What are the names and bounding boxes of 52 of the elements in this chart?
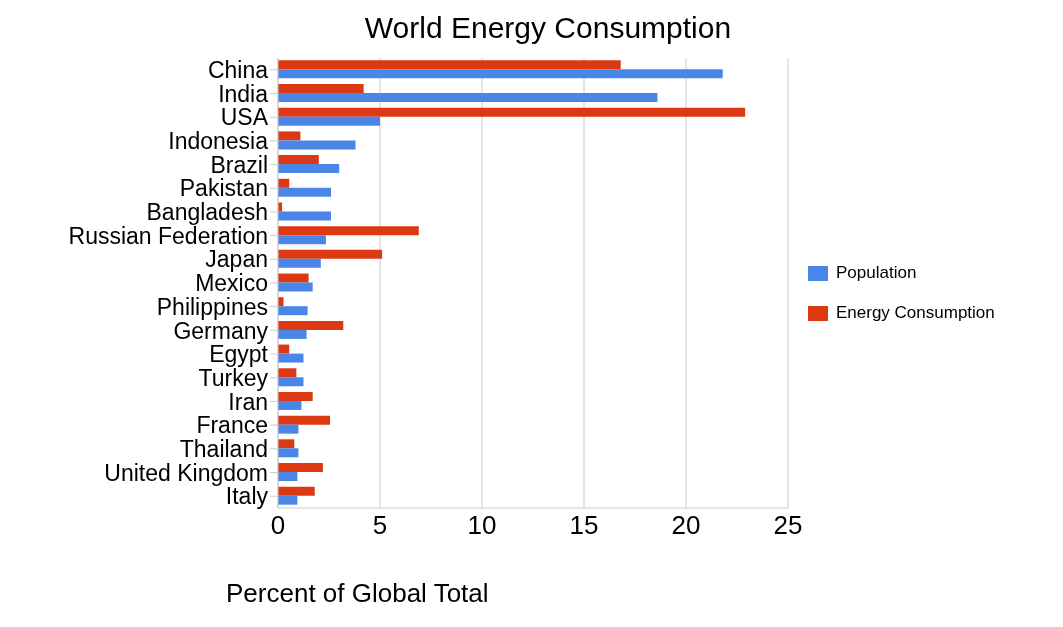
y-tick-label: Italy [225,483,269,510]
bar [278,211,332,221]
y-tick-label: Pakistan [179,175,268,202]
bar [278,84,364,94]
x-tick-label: 15 [569,510,599,541]
bar [278,249,383,259]
x-tick-label: 25 [773,510,803,541]
x-tick-label: 20 [671,510,701,541]
bar [278,131,301,141]
y-tick-label: USA [220,104,269,131]
bar [278,235,326,245]
x-axis-title: Percent of Global Total [226,578,489,609]
bar [278,448,299,458]
bar [278,463,323,472]
bar [278,424,299,434]
y-tick-label: United Kingdom [104,459,268,486]
bar [278,495,298,505]
bar [278,415,331,425]
bar [278,187,332,197]
bar [278,164,340,174]
bar [278,69,723,79]
bar [278,486,315,496]
bar [278,107,746,117]
chart-title: World Energy Consumption [363,10,733,46]
x-tick-label: 5 [372,510,388,541]
bar [278,368,297,378]
y-tick-label: Bangladesh [146,199,268,226]
bar [278,273,309,283]
bar [278,472,298,481]
bar [278,306,308,316]
bar [278,329,307,339]
bar [278,400,302,410]
bar [278,140,356,150]
bar [278,391,313,401]
bar [278,258,321,268]
bar [278,116,380,126]
x-tick-label: 0 [270,510,286,541]
bar [278,320,344,330]
bar [278,377,304,387]
bar [278,282,313,292]
y-tick-label: Philippines [156,293,268,320]
bar [278,297,284,307]
y-tick-label: Japan [205,246,268,273]
bar [278,93,658,103]
bar [278,353,304,363]
x-tick-label: 10 [467,510,497,541]
bar [278,439,295,449]
bar [278,226,419,236]
bar [278,155,319,165]
bar [278,60,621,70]
legend-label: Population [836,263,917,283]
legend-label: Energy Consumption [836,303,995,323]
